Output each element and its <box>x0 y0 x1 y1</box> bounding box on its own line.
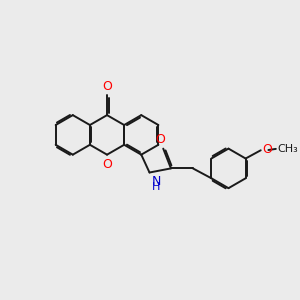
Text: O: O <box>156 134 165 146</box>
Text: O: O <box>102 80 112 93</box>
Text: O: O <box>262 143 272 156</box>
Text: CH₃: CH₃ <box>277 144 298 154</box>
Text: N: N <box>152 175 161 188</box>
Text: O: O <box>102 158 112 171</box>
Text: H: H <box>152 182 160 192</box>
